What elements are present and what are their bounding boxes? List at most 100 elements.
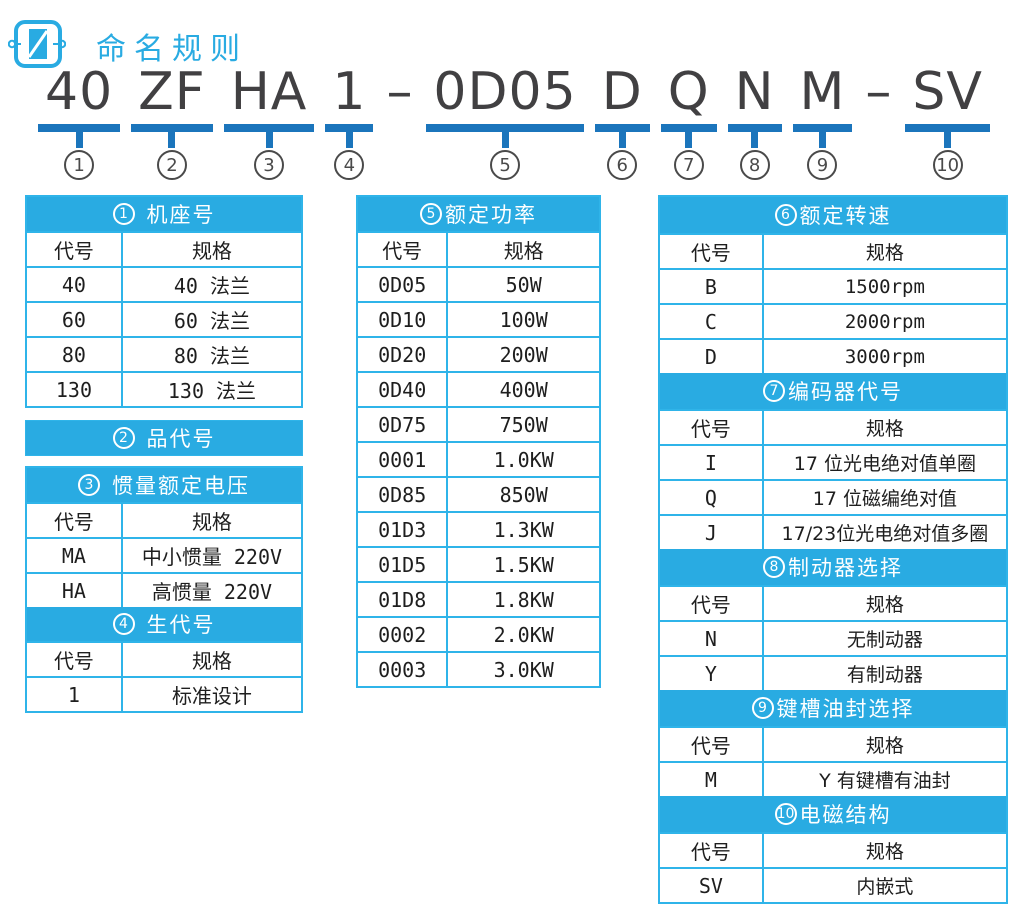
model-segment-keyway: M 9 [792,62,853,180]
segment-marker: 2 [156,150,187,180]
table-row: M Y 有键槽有油封 [660,761,1006,796]
column-left: 1 机座号 代号 规格 40 40 法兰 60 60 法兰 80 80 法兰 1… [25,195,303,713]
table-design-code-header: 4 生代号 [27,607,301,641]
table-row: HA 高惯量 220V [27,572,301,607]
motor-flange-icon [7,19,67,73]
table-row: Y 有制动器 [660,655,1006,690]
model-segment-frame: 40 1 [38,62,121,180]
table-row: 01D5 1.5KW [358,546,599,581]
dash-text: – [386,62,414,122]
col-header-code: 代号 [27,643,123,676]
underline-stem [751,132,759,148]
table-header-row: 代号 规格 [27,641,301,676]
underline-bar [223,124,315,132]
band-marker: 2 [112,427,135,449]
segment-marker: 6 [607,150,638,180]
band-marker: 6 [774,204,797,226]
table-header-row: 代号 规格 [660,832,1006,867]
table-header-row: 代号 规格 [27,502,301,537]
table-header-row: 代号 规格 [660,585,1006,620]
segment-text: M [799,62,846,122]
dash-text: – [865,62,893,122]
segment-marker: 3 [254,150,285,180]
segment-text: HA [230,62,308,122]
table-row: SV 内嵌式 [660,867,1006,902]
col-header-spec: 规格 [865,242,904,264]
segment-marker: 5 [490,150,521,180]
table-row: 0D40 400W [358,371,599,406]
table-row: 0D10 100W [358,301,599,336]
model-dash: – [863,66,894,118]
column-right: 6 额定转速 代号 规格 B 1500rpm C 2000rpm D 3000r… [658,195,1008,904]
table-header-row: 代号 规格 [660,409,1006,444]
table-row: 0D75 750W [358,406,599,441]
underline-stem [618,132,626,148]
table-row: B 1500rpm [660,268,1006,303]
model-segment-series: ZF 2 [131,66,213,180]
table-row: C 2000rpm [660,303,1006,338]
band-title: 制动器选择 [788,556,903,580]
table-header-row: 代号 规格 [660,726,1006,761]
underline-stem [265,132,273,148]
table-rated-power-header: 5 额定功率 [358,197,599,231]
band-title: 生代号 [146,613,216,637]
underline-stem [168,132,176,148]
col-header-spec: 规格 [865,735,904,757]
underline-bar [660,124,717,132]
col-header-spec: 规格 [865,418,904,440]
band-marker: 3 [78,474,100,496]
segment-marker: 4 [334,150,365,180]
model-segment-encoder: Q 7 [660,62,717,180]
band-title: 键槽油封选择 [776,697,915,721]
band-marker: 5 [420,203,442,225]
underline-stem [685,132,693,148]
segment-marker: 7 [673,150,704,180]
col-header-spec: 规格 [191,649,232,673]
underline-stem [345,132,353,148]
table-inertia-voltage-and-design-code: 3 惯量额定电压 代号 规格 MA 中小惯量 220V HA 高惯量 220V … [25,466,303,713]
underline-bar [325,124,374,132]
col-header-code: 代号 [660,728,764,761]
table-frame-size-header: 1 机座号 [27,197,301,231]
segment-text: N [734,62,775,122]
underline-bar [905,124,990,132]
band-title: 编码器代号 [788,380,903,404]
col-header-code: 代号 [660,411,764,444]
model-code-line: 40 1 ZF 2 HA 3 1 4 – 0D05 5 D 6 Q [38,66,990,180]
table-row: 130 130 法兰 [27,371,301,406]
table-row: 0D20 200W [358,336,599,371]
underline-stem [75,132,83,148]
table-row: J 17/23位光电绝对值多圈 [660,514,1006,549]
band-marker: 10 [774,803,797,825]
band-marker: 9 [751,697,774,719]
underline-bar [426,124,584,132]
segment-text: D [601,62,643,122]
table-row: 01D3 1.3KW [358,511,599,546]
table-frame-size: 1 机座号 代号 规格 40 40 法兰 60 60 法兰 80 80 法兰 1… [25,195,303,408]
table-row: 1 标准设计 [27,676,301,711]
underline-bar [594,124,650,132]
col-header-code: 代号 [27,233,123,266]
segment-marker: 8 [739,150,770,180]
col-header-code: 代号 [660,834,764,867]
underline-bar [727,124,782,132]
table-row: 40 40 法兰 [27,266,301,301]
table-rated-power: 5 额定功率 代号 规格 0D05 50W 0D10 100W 0D20 200… [356,195,601,688]
segment-marker: 1 [64,150,95,180]
table-row: 60 60 法兰 [27,301,301,336]
table-row: MA 中小惯量 220V [27,537,301,572]
segment-text: 40 [45,62,114,122]
table-rated-speed-header: 6 额定转速 [660,197,1006,233]
band-title: 惯量额定电压 [112,474,250,498]
band-marker: 4 [112,613,135,635]
model-segment-power: 0D05 5 [426,66,584,180]
col-header-spec: 规格 [865,841,904,863]
segment-text: ZF [138,62,206,122]
table-row: 0D85 850W [358,476,599,511]
table-header-row: 代号 规格 [358,231,599,266]
table-row: 0002 2.0KW [358,616,599,651]
band-title: 额定功率 [445,203,537,227]
band-title: 电磁结构 [799,803,892,827]
segment-text: Q [667,62,710,122]
underline-bar [38,124,121,132]
